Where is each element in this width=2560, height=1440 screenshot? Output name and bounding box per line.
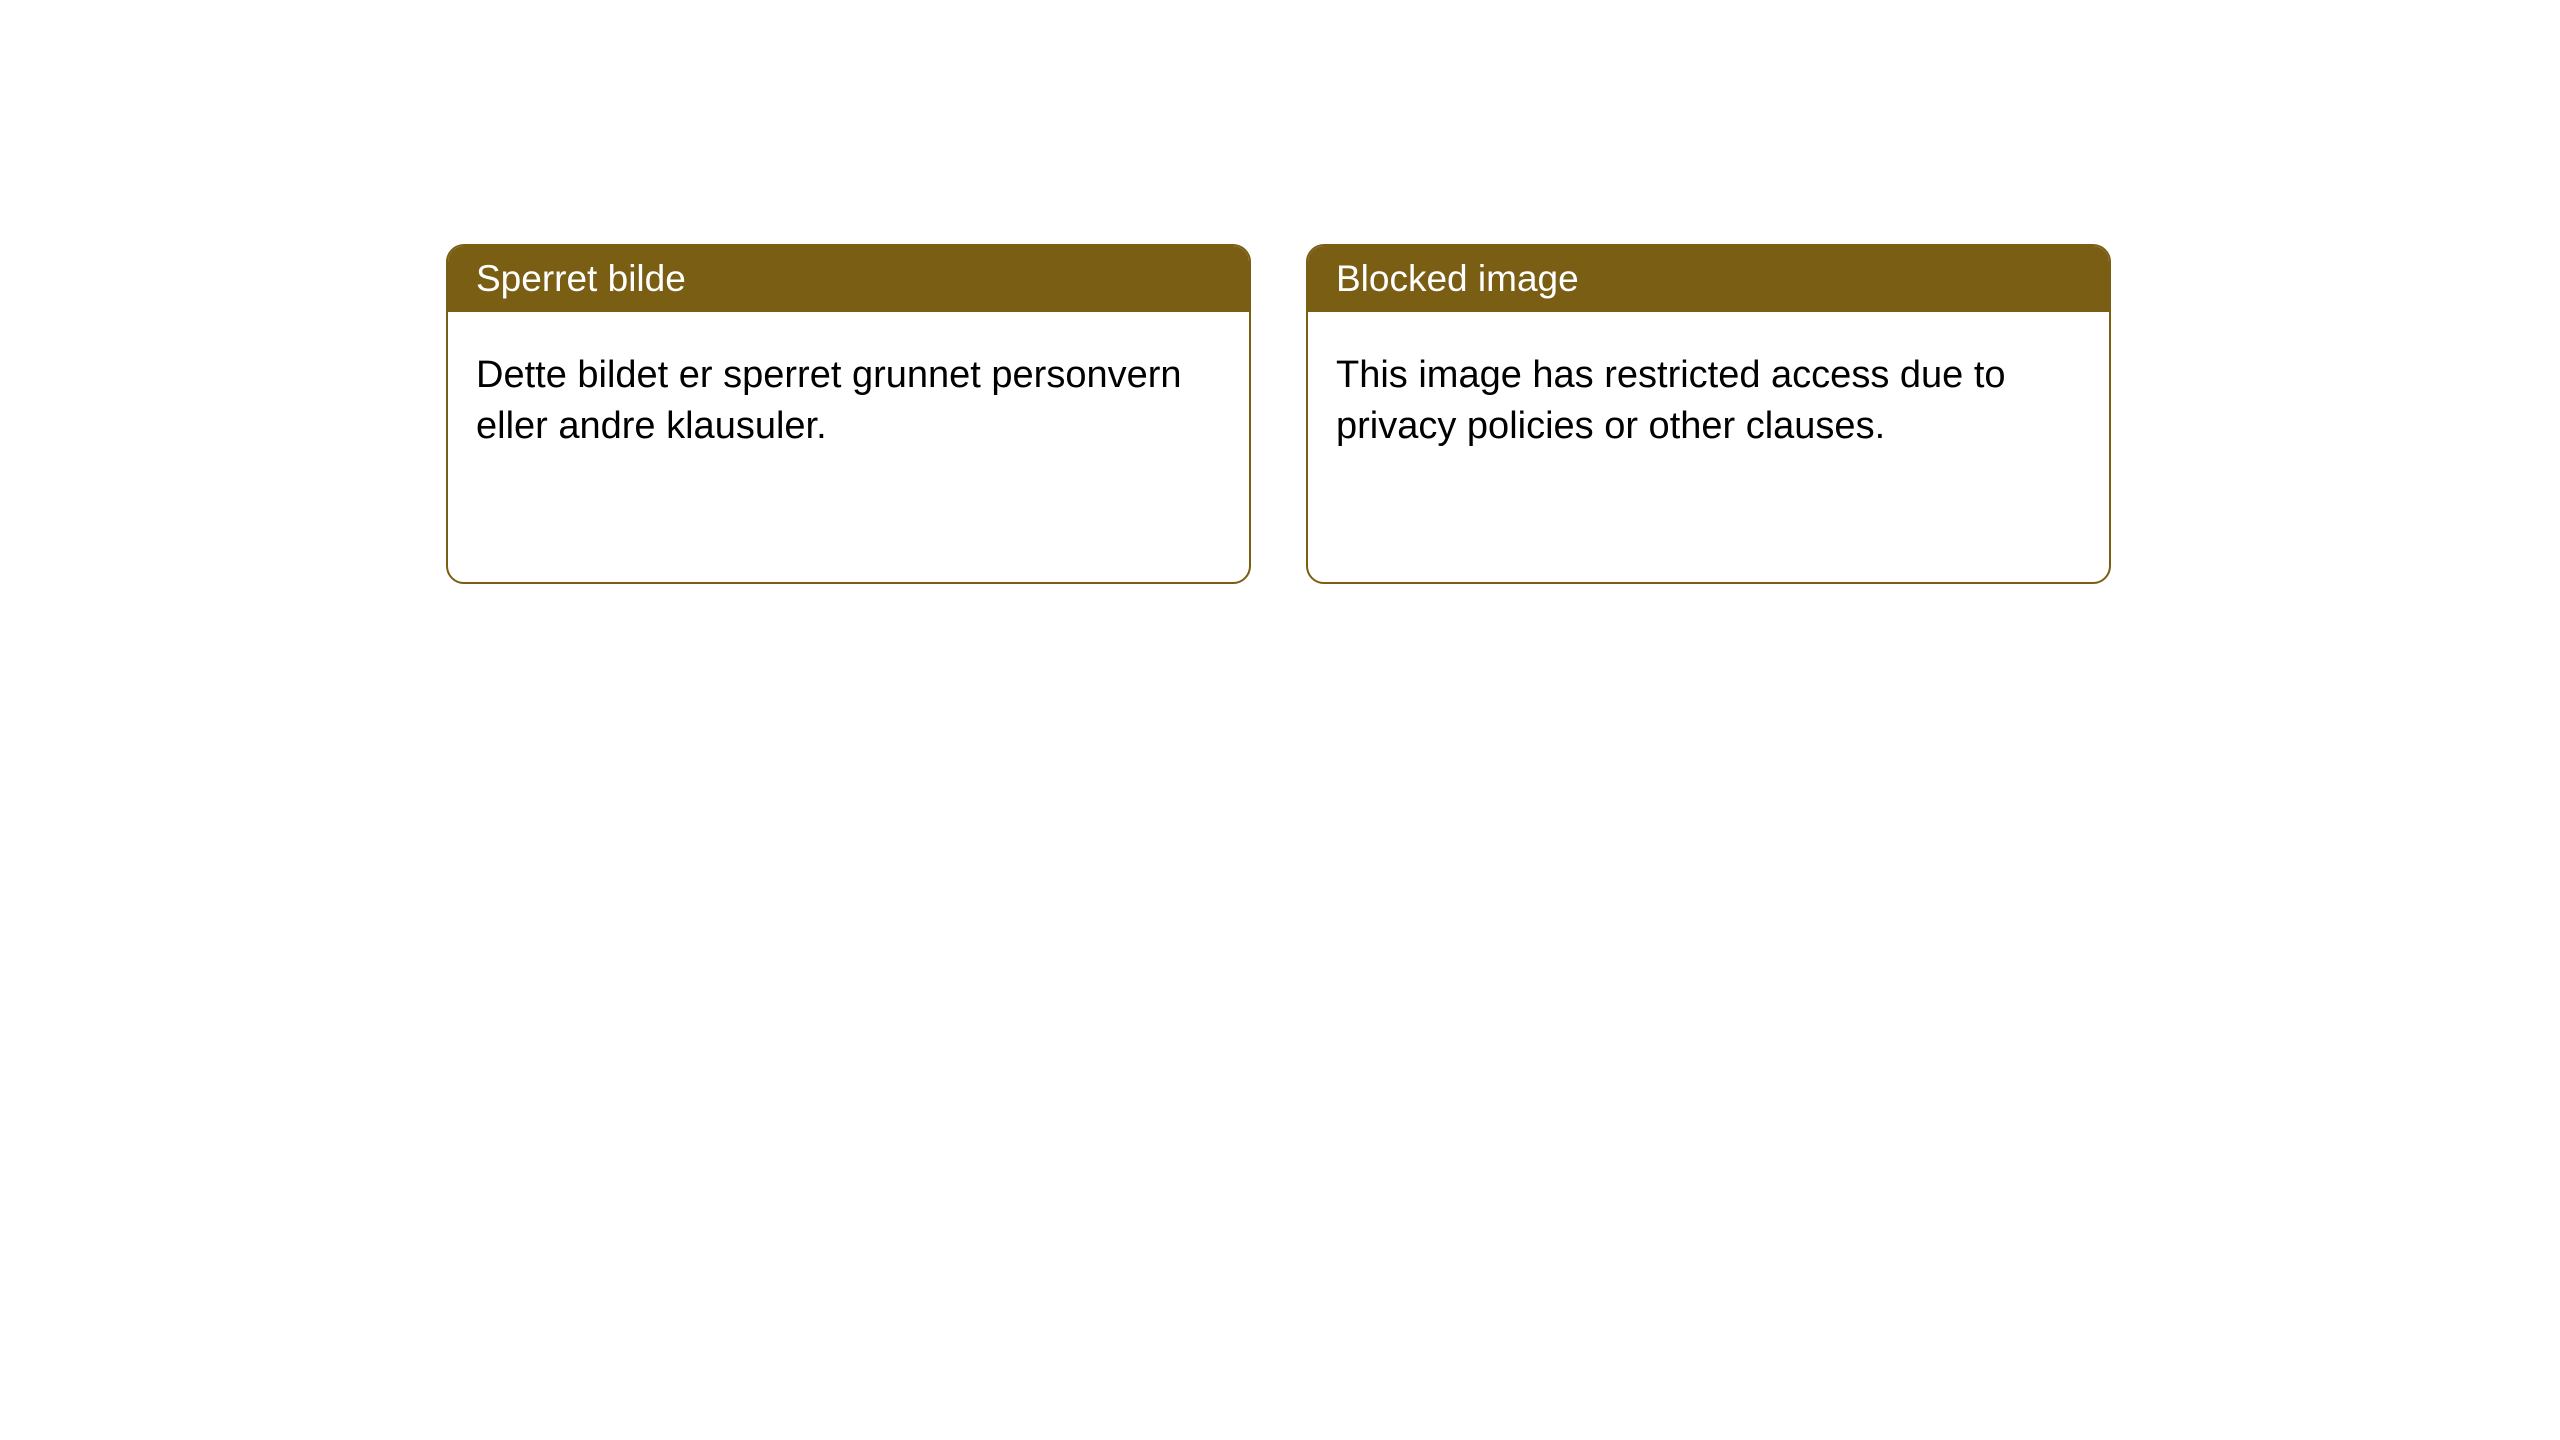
card-header: Sperret bilde: [448, 246, 1249, 312]
card-title: Blocked image: [1336, 258, 1579, 299]
card-body: Dette bildet er sperret grunnet personve…: [448, 312, 1249, 582]
card-title: Sperret bilde: [476, 258, 686, 299]
card-body-text: This image has restricted access due to …: [1336, 354, 2006, 447]
card-body: This image has restricted access due to …: [1308, 312, 2109, 582]
blocked-image-card-no: Sperret bilde Dette bildet er sperret gr…: [446, 244, 1251, 584]
card-body-text: Dette bildet er sperret grunnet personve…: [476, 354, 1182, 447]
notice-cards-container: Sperret bilde Dette bildet er sperret gr…: [0, 0, 2560, 584]
blocked-image-card-en: Blocked image This image has restricted …: [1306, 244, 2111, 584]
card-header: Blocked image: [1308, 246, 2109, 312]
